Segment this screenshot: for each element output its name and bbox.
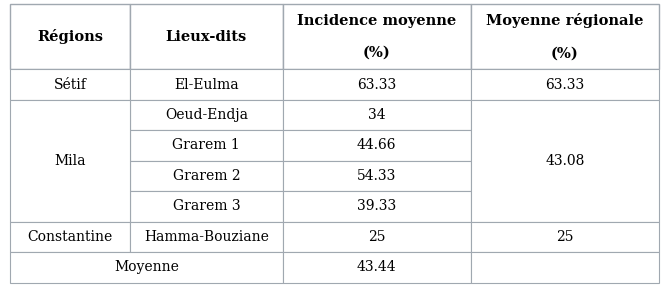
Text: Régions: Régions bbox=[37, 29, 103, 44]
Bar bbox=[10, 222, 130, 252]
Bar bbox=[282, 191, 471, 222]
Text: Grarem 2: Grarem 2 bbox=[173, 169, 240, 183]
Bar bbox=[282, 4, 471, 69]
Bar bbox=[471, 252, 659, 283]
Text: 25: 25 bbox=[368, 230, 385, 244]
Text: Mila: Mila bbox=[54, 154, 86, 168]
Text: 63.33: 63.33 bbox=[545, 77, 585, 92]
Text: Constantine: Constantine bbox=[27, 230, 112, 244]
Text: Hamma-Bouziane: Hamma-Bouziane bbox=[144, 230, 269, 244]
Bar bbox=[130, 130, 282, 161]
Bar bbox=[282, 161, 471, 191]
Bar bbox=[282, 130, 471, 161]
Bar bbox=[282, 222, 471, 252]
Text: El-Eulma: El-Eulma bbox=[174, 77, 239, 92]
Text: 43.44: 43.44 bbox=[357, 260, 397, 274]
Text: Oeud-Endja: Oeud-Endja bbox=[165, 108, 248, 122]
Bar bbox=[10, 252, 282, 283]
Bar bbox=[471, 100, 659, 222]
Text: 34: 34 bbox=[368, 108, 385, 122]
Bar bbox=[282, 69, 471, 100]
Text: Lieux-dits: Lieux-dits bbox=[166, 30, 247, 44]
Bar bbox=[130, 4, 282, 69]
Text: 63.33: 63.33 bbox=[357, 77, 396, 92]
Text: 25: 25 bbox=[556, 230, 573, 244]
Bar bbox=[282, 252, 471, 283]
Text: 44.66: 44.66 bbox=[357, 139, 397, 152]
Text: Grarem 3: Grarem 3 bbox=[173, 199, 240, 214]
Text: Moyenne: Moyenne bbox=[114, 260, 179, 274]
Text: Grarem 1: Grarem 1 bbox=[173, 139, 240, 152]
Bar bbox=[471, 4, 659, 69]
Bar bbox=[10, 100, 130, 222]
Bar bbox=[130, 69, 282, 100]
Bar bbox=[10, 69, 130, 100]
Bar bbox=[130, 191, 282, 222]
Text: Sétif: Sétif bbox=[54, 77, 86, 92]
Text: 39.33: 39.33 bbox=[357, 199, 396, 214]
Text: 54.33: 54.33 bbox=[357, 169, 396, 183]
Bar bbox=[130, 222, 282, 252]
Text: Moyenne régionale

(%): Moyenne régionale (%) bbox=[486, 13, 644, 61]
Text: Incidence moyenne

(%): Incidence moyenne (%) bbox=[297, 13, 456, 60]
Bar bbox=[471, 69, 659, 100]
Bar bbox=[471, 222, 659, 252]
Bar bbox=[282, 100, 471, 130]
Bar bbox=[130, 161, 282, 191]
Bar bbox=[130, 100, 282, 130]
Text: 43.08: 43.08 bbox=[545, 154, 585, 168]
Bar bbox=[10, 4, 130, 69]
